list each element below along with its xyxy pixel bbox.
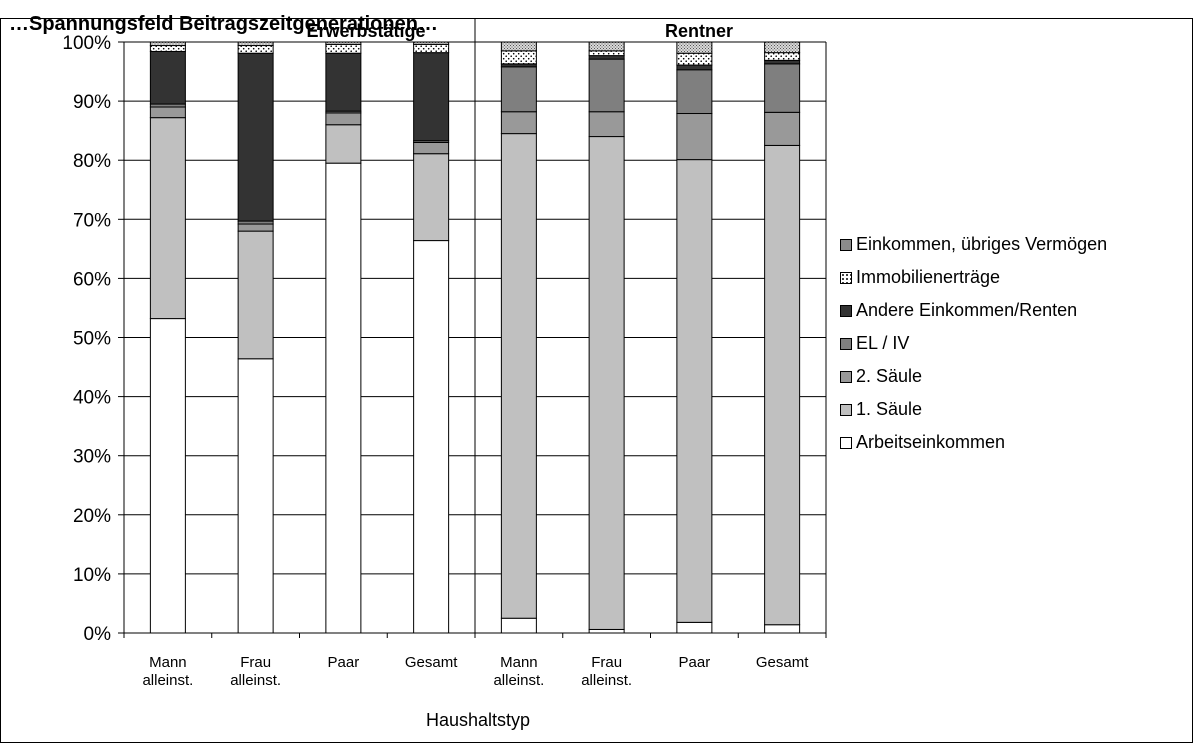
group-labels: Erwerbstätige Rentner	[306, 21, 733, 41]
y-tick-label: 40%	[73, 388, 111, 409]
bar-segment	[325, 41, 362, 45]
y-tick-label: 70%	[73, 210, 111, 231]
legend-label: 1. Säule	[856, 399, 923, 419]
bar-segment	[413, 52, 450, 142]
y-tick-label: 10%	[73, 565, 111, 586]
bars	[149, 41, 801, 634]
x-tick-label: Gesamt	[405, 654, 458, 671]
legend-swatch	[840, 337, 852, 350]
y-tick-label: 60%	[73, 269, 111, 290]
legend-label: Arbeitseinkommen	[856, 432, 1006, 452]
axes	[123, 18, 827, 638]
bar-segment	[149, 117, 186, 320]
legend-swatch	[840, 304, 852, 317]
bar-segment	[588, 136, 625, 630]
bar-segment	[237, 41, 274, 47]
x-tick-label: Mann alleinst.	[142, 654, 193, 689]
x-tick-label: Frau alleinst.	[230, 654, 281, 689]
x-axis-label: Haushaltstyp	[425, 710, 531, 730]
legend-label: Immobilienerträge	[856, 267, 1001, 287]
x-tick-label: Mann alleinst.	[493, 654, 544, 689]
legend-swatch	[840, 436, 852, 449]
legend-item: Einkommen, übriges Vermögen	[840, 228, 1107, 261]
legend-swatch	[840, 403, 852, 416]
bar-segment	[588, 58, 625, 113]
group-label: Rentner	[665, 21, 733, 41]
bar-segment	[676, 41, 713, 54]
bar-segment	[149, 50, 186, 105]
legend-swatch	[840, 271, 852, 284]
bar-segment	[588, 111, 625, 138]
x-tick-labels: Mann alleinst. Frau alleinst. Paar Gesamt Mann…	[142, 654, 809, 689]
legend-item: Arbeitseinkommen	[840, 426, 1107, 459]
legend-item: 2. Säule	[840, 360, 1107, 393]
bar-segment	[676, 159, 713, 623]
y-tick-label: 90%	[73, 92, 111, 113]
legend-item: 1. Säule	[840, 393, 1107, 426]
legend-label: EL / IV	[856, 333, 910, 353]
bar-segment	[500, 41, 537, 52]
legend-swatch	[840, 238, 852, 251]
group-label: Erwerbstätige	[306, 21, 425, 41]
bar-segment	[500, 66, 537, 113]
bar-segment	[237, 230, 274, 360]
bar-segment	[764, 111, 801, 146]
bar-segment	[413, 41, 450, 45]
legend-item: Andere Einkommen/Renten	[840, 294, 1107, 327]
legend: Einkommen, übriges Vermögen Immobilienert…	[840, 228, 1107, 459]
page-title: …Spannungsfeld Beitragszeitgenerationen…	[9, 13, 438, 35]
bar-segment	[588, 41, 625, 52]
x-tick-label: Paar	[679, 654, 711, 671]
bar-segment	[237, 52, 274, 222]
legend-swatch	[840, 370, 852, 383]
bar-segment	[764, 41, 801, 54]
bar-segment	[764, 144, 801, 626]
y-tick-label: 20%	[73, 506, 111, 527]
legend-label: 2. Säule	[856, 366, 923, 386]
y-tick-label: 0%	[84, 624, 112, 645]
y-tick-label: 80%	[73, 151, 111, 172]
legend-item: EL / IV	[840, 327, 1107, 360]
y-tick-label: 100%	[62, 33, 111, 54]
x-tick-label: Paar	[328, 654, 360, 671]
bar-segment	[676, 113, 713, 161]
bar-segment	[149, 318, 186, 634]
bar-segment	[500, 133, 537, 619]
bar-segment	[413, 153, 450, 242]
y-tick-labels: 0% 10% 20% 30% 40% 50% 60% 70% 80% 90% 100%	[62, 33, 111, 645]
y-tick-label: 50%	[73, 329, 111, 350]
x-tick-label: Gesamt	[756, 654, 809, 671]
chart-frame: …Spannungsfeld Beitragszeitgenerationen…	[0, 13, 1193, 743]
bar-segment	[325, 124, 362, 164]
bar-segment	[149, 41, 186, 47]
legend-item: Immobilienerträge	[840, 261, 1107, 294]
legend-label: Andere Einkommen/Renten	[856, 300, 1078, 320]
bar-segment	[325, 52, 362, 112]
x-tick-label: Frau alleinst.	[581, 654, 632, 689]
legend-label: Einkommen, übriges Vermögen	[856, 234, 1108, 254]
y-tick-label: 30%	[73, 447, 111, 468]
